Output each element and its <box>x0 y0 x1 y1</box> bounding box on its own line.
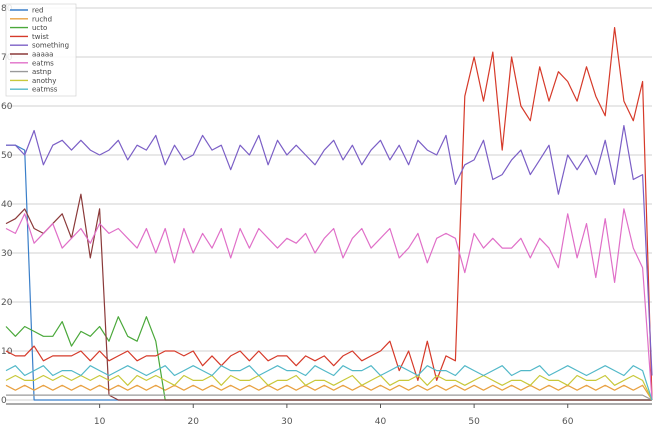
x-tick-label: 60 <box>562 417 574 427</box>
y-tick-label: 20 <box>1 298 13 308</box>
grid-lines: 01020304050607080 <box>1 4 652 406</box>
series-line-eatms <box>5 208 653 401</box>
legend: redruchductotwistsomethingaaaaaeatmsastn… <box>5 3 77 97</box>
series-line-ruchd <box>5 384 653 401</box>
y-tick-label: 0 <box>1 396 7 406</box>
legend-label: ucto <box>32 24 47 32</box>
legend-label: something <box>32 42 69 50</box>
legend-label: eatms <box>32 59 54 67</box>
x-tick-label: 50 <box>468 417 480 427</box>
axes: 10 20 30 40 50 60 <box>6 403 652 427</box>
x-tick-label: 10 <box>94 417 106 427</box>
series-line-aaaaa <box>5 193 652 401</box>
y-tick-label: 40 <box>1 200 13 210</box>
legend-label: anothy <box>32 77 56 85</box>
series-line-twist <box>5 27 653 401</box>
x-tick-label: 40 <box>375 417 387 427</box>
series-line-astnp <box>6 394 653 401</box>
series-line-anothy <box>5 374 653 401</box>
x-tick-label: 20 <box>188 417 200 427</box>
series-line-something <box>6 124 653 376</box>
series-line-eatmss <box>5 365 653 401</box>
legend-label: twist <box>32 33 49 41</box>
legend-label: red <box>32 7 43 15</box>
legend-label: eatmss <box>32 86 58 94</box>
y-tick-label: 60 <box>1 102 13 112</box>
legend-label: aaaaa <box>32 51 53 59</box>
x-tick-label: 30 <box>281 417 293 427</box>
legend-label: ruchd <box>32 15 52 23</box>
legend-label: astnp <box>32 68 52 76</box>
y-tick-label: 50 <box>1 151 13 161</box>
series-lines <box>5 27 653 401</box>
y-tick-label: 30 <box>1 249 13 259</box>
